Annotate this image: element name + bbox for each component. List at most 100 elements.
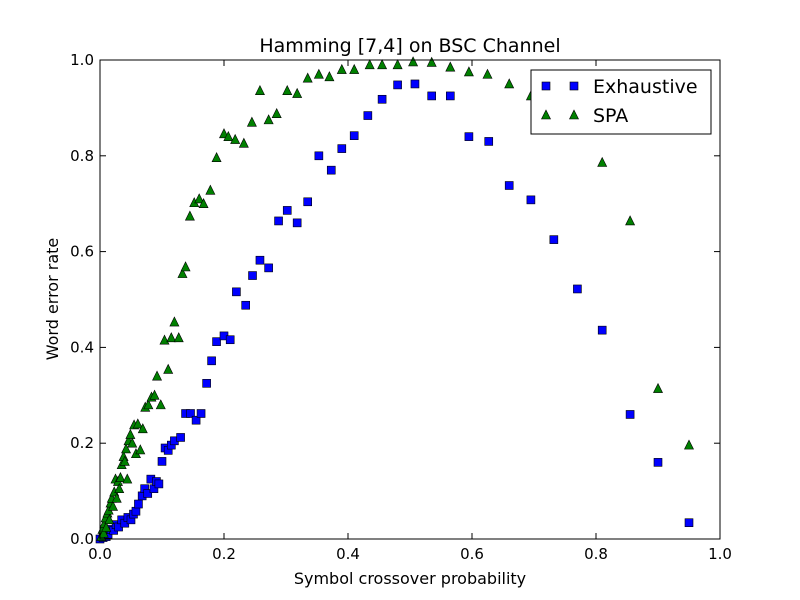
data-point-spa [135, 444, 146, 455]
data-point-spa [155, 399, 166, 410]
data-point-exhaustive [526, 195, 536, 205]
data-point-spa [122, 473, 133, 484]
data-point-spa [349, 63, 360, 74]
data-point-exhaustive [292, 218, 302, 228]
data-point-exhaustive [445, 91, 455, 101]
legend-marker [569, 81, 579, 91]
legend: Exhaustive SPA [530, 69, 712, 135]
data-point-exhaustive [377, 94, 387, 104]
data-point-exhaustive [143, 489, 153, 498]
data-point-exhaustive [427, 91, 437, 101]
legend-entry-spa: SPA [541, 105, 628, 127]
data-point-spa [324, 71, 335, 82]
data-point-spa [504, 78, 515, 89]
data-point-exhaustive [154, 479, 164, 489]
data-point-spa [132, 418, 143, 429]
data-point-exhaustive [684, 518, 694, 528]
data-point-spa [152, 370, 163, 381]
legend-label: SPA [593, 105, 628, 127]
data-point-spa [205, 184, 216, 195]
x-axis-label: Symbol crossover probability [294, 569, 526, 588]
data-point-spa [127, 437, 138, 448]
data-point-spa [625, 215, 636, 226]
data-point-spa [108, 500, 119, 511]
data-point-spa [223, 130, 234, 141]
data-point-exhaustive [207, 356, 216, 366]
legend-box [530, 69, 712, 135]
data-point-exhaustive [212, 337, 221, 346]
data-point-spa [336, 63, 347, 74]
data-point-exhaustive [314, 151, 324, 161]
y-tick-label: 0.0 [70, 530, 94, 548]
data-point-spa [230, 133, 241, 144]
data-point-exhaustive [248, 271, 257, 280]
data-point-spa [364, 59, 375, 70]
ticks-layer: 0.0 0.2 0.4 0.6 0.8 1.0 0.0 0.2 0.4 0.6 0.8 1.0 [70, 51, 732, 563]
data-point-exhaustive [363, 111, 373, 120]
data-point-exhaustive [573, 284, 582, 294]
data-point-spa [177, 267, 188, 278]
data-point-spa [173, 332, 184, 343]
y-axis-label: Word error rate [43, 238, 62, 361]
data-point-spa [125, 428, 136, 439]
data-point-exhaustive [196, 409, 206, 418]
data-point-spa [98, 527, 109, 538]
markers-layer [95, 56, 694, 544]
data-point-spa [302, 72, 313, 83]
data-point-exhaustive [232, 287, 241, 297]
series-spa [96, 56, 694, 541]
data-point-spa [137, 423, 148, 434]
plot-frame [99, 59, 721, 540]
data-point-spa [282, 84, 293, 95]
x-tick-label: 0.8 [584, 545, 608, 563]
data-point-spa [597, 156, 608, 167]
data-point-exhaustive [241, 300, 250, 310]
data-point-spa [254, 84, 265, 95]
chart-title: Hamming [7,4] on BSC Channel [259, 35, 560, 57]
data-point-spa [149, 389, 160, 400]
data-point-exhaustive [549, 235, 559, 244]
data-point-spa [198, 198, 209, 208]
data-point-spa [313, 68, 324, 79]
data-point-exhaustive [191, 415, 201, 425]
data-point-exhaustive [255, 255, 265, 265]
data-point-spa [426, 56, 437, 67]
data-point-exhaustive [131, 506, 141, 516]
x-tick-label: 0.4 [336, 545, 360, 563]
data-point-exhaustive [202, 379, 211, 388]
data-point-spa [445, 61, 456, 72]
data-point-spa [143, 399, 154, 410]
data-point-spa [211, 152, 222, 163]
x-tick-label: 0.0 [88, 545, 112, 563]
x-tick-label: 0.2 [212, 545, 236, 563]
data-point-spa [180, 261, 191, 272]
y-tick-label: 1.0 [70, 51, 94, 69]
data-point-spa [194, 193, 205, 204]
data-point-spa [271, 107, 282, 118]
data-point-exhaustive [393, 80, 402, 90]
data-point-spa [377, 59, 388, 70]
data-point-spa [169, 316, 180, 327]
data-point-exhaustive [625, 410, 635, 419]
data-point-exhaustive [274, 216, 283, 226]
data-point-exhaustive [464, 132, 474, 141]
data-point-spa [111, 492, 122, 503]
y-tick-label: 0.4 [70, 338, 94, 356]
data-point-spa [684, 439, 694, 450]
data-point-spa [115, 472, 126, 482]
data-point-spa [482, 68, 493, 79]
legend-marker [569, 109, 579, 120]
data-point-spa [114, 483, 125, 494]
data-point-spa [166, 332, 177, 343]
data-point-spa [408, 56, 419, 67]
x-tick-label: 0.6 [460, 545, 484, 563]
y-tick-label: 0.8 [70, 147, 94, 165]
legend-marker [541, 109, 551, 120]
data-point-spa [121, 443, 132, 454]
data-point-exhaustive [504, 181, 514, 190]
data-point-spa [246, 116, 257, 127]
data-point-spa [653, 382, 663, 393]
data-point-spa [392, 59, 403, 70]
data-point-spa [238, 137, 249, 148]
